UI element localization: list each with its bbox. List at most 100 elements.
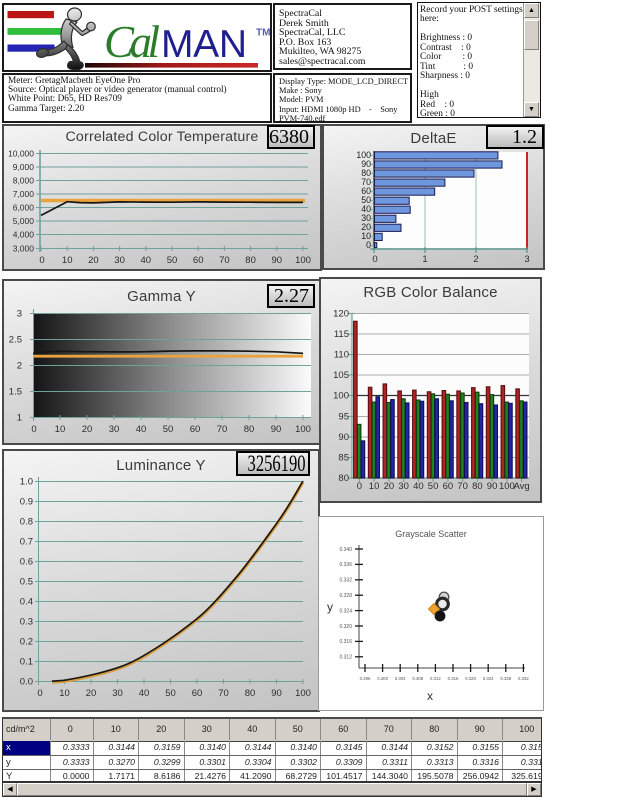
svg-text:0.5: 0.5 [20,577,33,588]
svg-text:0: 0 [31,424,36,435]
svg-text:0.328: 0.328 [500,676,511,681]
svg-text:0.324: 0.324 [339,608,352,614]
svg-text:100: 100 [499,481,515,492]
svg-text:80: 80 [244,424,255,435]
svg-text:60: 60 [361,186,371,196]
svg-text:10: 10 [55,424,66,435]
svg-text:40: 40 [141,255,152,266]
svg-text:0.332: 0.332 [518,676,529,681]
svg-text:0.7: 0.7 [20,537,33,548]
svg-text:1: 1 [422,254,427,265]
svg-text:0.308: 0.308 [412,676,423,681]
svg-text:0.312: 0.312 [339,655,352,661]
svg-text:y: y [327,600,333,614]
svg-text:0: 0 [357,481,362,492]
svg-text:0.320: 0.320 [339,624,352,630]
svg-text:30: 30 [112,688,123,699]
svg-text:0.296: 0.296 [360,676,371,681]
svg-text:0.0: 0.0 [20,677,33,688]
svg-text:30: 30 [109,424,120,435]
svg-text:TM: TM [256,28,270,39]
svg-text:7,000: 7,000 [13,189,35,199]
svg-text:40: 40 [361,204,371,214]
svg-text:70: 70 [361,177,371,187]
svg-text:80: 80 [361,168,371,178]
svg-text:70: 70 [217,424,228,435]
svg-text:MAN: MAN [161,23,247,66]
svg-text:60: 60 [192,688,203,699]
svg-text:10,000: 10,000 [8,149,34,159]
svg-text:30: 30 [114,255,125,266]
svg-text:0: 0 [372,254,377,265]
svg-text:85: 85 [338,453,349,464]
svg-text:70: 70 [219,255,230,266]
svg-text:120: 120 [333,309,349,320]
svg-text:0.8: 0.8 [20,517,33,528]
svg-text:90: 90 [271,424,282,435]
svg-text:0.332: 0.332 [339,578,352,584]
svg-text:0.336: 0.336 [339,562,352,568]
svg-text:3: 3 [524,254,529,265]
svg-text:90: 90 [338,432,349,443]
svg-text:0.9: 0.9 [20,497,33,508]
svg-text:105: 105 [333,370,349,381]
svg-text:40: 40 [413,481,424,492]
svg-text:0.312: 0.312 [430,676,441,681]
svg-text:0: 0 [39,255,44,266]
svg-text:9,000: 9,000 [13,162,35,172]
svg-text:Cal: Cal [104,17,160,67]
svg-text:10: 10 [361,231,371,241]
svg-text:0.1: 0.1 [20,657,33,668]
svg-text:80: 80 [472,481,483,492]
svg-text:0: 0 [37,688,42,699]
svg-text:0.300: 0.300 [377,676,388,681]
svg-text:20: 20 [86,688,97,699]
svg-text:40: 40 [139,688,150,699]
svg-text:90: 90 [487,481,498,492]
svg-text:115: 115 [334,329,349,340]
svg-text:0: 0 [366,240,371,250]
svg-text:3,000: 3,000 [13,244,35,254]
svg-text:90: 90 [271,688,282,699]
svg-text:1: 1 [17,413,22,424]
svg-text:8,000: 8,000 [13,176,35,186]
svg-text:0.340: 0.340 [339,547,352,553]
svg-text:x: x [427,689,433,703]
svg-text:6,000: 6,000 [13,203,35,213]
svg-text:110: 110 [334,350,349,361]
svg-text:10: 10 [62,255,73,266]
svg-text:100: 100 [295,688,311,699]
svg-text:10: 10 [369,481,380,492]
svg-text:1.0: 1.0 [20,477,33,488]
svg-text:100: 100 [333,391,349,402]
svg-text:2: 2 [17,361,22,372]
svg-text:2: 2 [473,254,478,265]
svg-text:0.316: 0.316 [339,639,352,645]
svg-text:0.4: 0.4 [20,597,33,608]
svg-text:4,000: 4,000 [13,230,35,240]
svg-text:60: 60 [193,255,204,266]
svg-text:20: 20 [361,222,371,232]
svg-text:0.328: 0.328 [339,593,352,599]
svg-text:50: 50 [428,481,439,492]
svg-text:90: 90 [361,159,371,169]
svg-text:60: 60 [190,424,201,435]
svg-text:3: 3 [17,309,22,320]
svg-text:95: 95 [338,412,349,423]
svg-text:90: 90 [272,255,283,266]
svg-text:100: 100 [356,150,371,160]
svg-text:80: 80 [245,255,256,266]
svg-text:50: 50 [361,195,371,205]
svg-text:1.5: 1.5 [9,387,22,398]
svg-text:5,000: 5,000 [13,216,35,226]
svg-text:20: 20 [82,424,93,435]
svg-text:30: 30 [398,481,409,492]
svg-text:10: 10 [59,688,70,699]
svg-text:30: 30 [361,213,371,223]
svg-text:Avg: Avg [513,481,529,492]
svg-text:80: 80 [338,473,349,484]
svg-text:0.324: 0.324 [483,676,494,681]
svg-text:80: 80 [245,688,256,699]
svg-text:50: 50 [165,688,176,699]
svg-text:60: 60 [443,481,454,492]
